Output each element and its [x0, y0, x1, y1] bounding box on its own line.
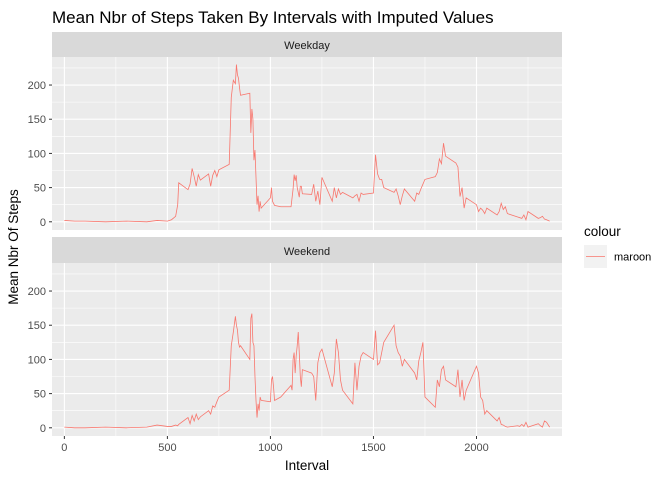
- x-tick-labels: 0 500 1000 1500 2000: [61, 436, 489, 454]
- y-axis-title: Mean Nbr Of Steps: [6, 189, 21, 305]
- x-tick-label: 1000: [258, 442, 282, 454]
- legend-label-maroon: maroon: [614, 252, 651, 264]
- strip-weekday-label: Weekday: [284, 40, 330, 52]
- strip-weekend-background: [52, 237, 562, 263]
- x-axis-title: Interval: [285, 458, 329, 473]
- x-tick-label: 0: [61, 442, 67, 454]
- chart-title: Mean Nbr of Steps Taken By Intervals wit…: [52, 8, 494, 27]
- y-tick-label: 100: [28, 354, 46, 366]
- series-line-weekend: [64, 313, 550, 429]
- series-line-weekday: [64, 64, 550, 223]
- y-tick-label: 0: [40, 217, 46, 229]
- strip-weekday-background: [52, 32, 562, 57]
- strip-weekend-label: Weekend: [284, 246, 330, 258]
- panel-weekend-grid: [52, 263, 562, 436]
- y-tick-label: 150: [28, 114, 46, 126]
- y-tick-labels-weekend: 0 50 100 150 200: [28, 286, 52, 435]
- legend-title: colour: [584, 224, 621, 239]
- y-tick-label: 200: [28, 286, 46, 298]
- x-tick-label: 1500: [361, 442, 385, 454]
- panel-weekday-background: [52, 57, 562, 230]
- panel-weekend-background: [52, 263, 562, 436]
- facet-weekend: Weekend 0 50 100 150 200: [28, 237, 562, 436]
- y-tick-label: 150: [28, 320, 46, 332]
- y-tick-label: 50: [34, 389, 46, 401]
- y-tick-labels-weekday: 0 50 100 150 200: [28, 80, 52, 229]
- y-tick-label: 0: [40, 423, 46, 435]
- y-tick-label: 100: [28, 148, 46, 160]
- x-tick-label: 500: [158, 442, 176, 454]
- facet-weekday: Weekday 0 50 100 150 200: [28, 32, 562, 230]
- y-tick-label: 200: [28, 80, 46, 92]
- legend: colour maroon: [584, 224, 651, 268]
- x-tick-label: 2000: [464, 442, 488, 454]
- panel-weekday-grid: [52, 57, 562, 230]
- y-tick-label: 50: [34, 183, 46, 195]
